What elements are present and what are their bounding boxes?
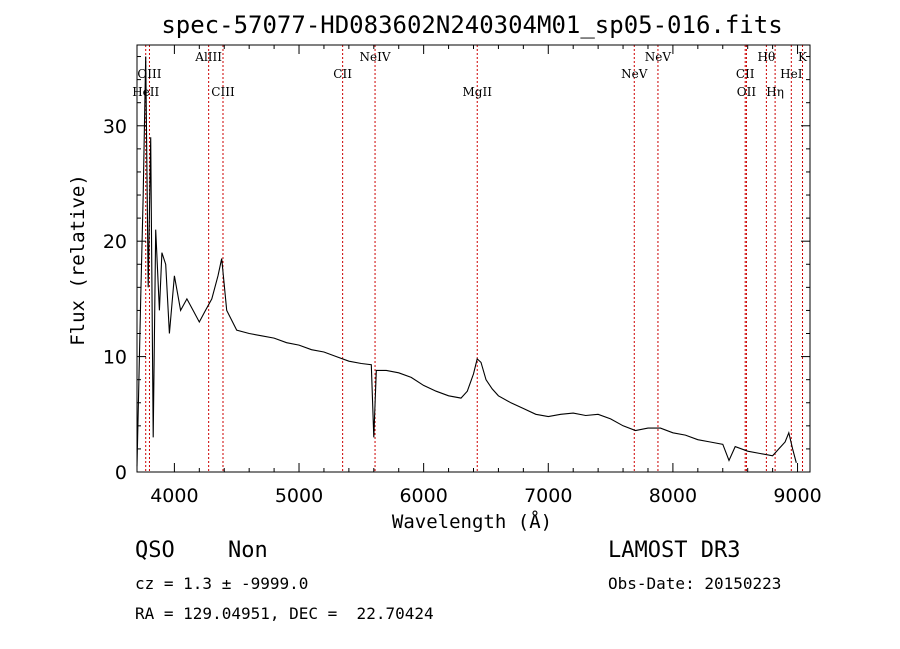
spectral-line-label-3: CIII (211, 85, 235, 99)
spectral-line-label-1: OIII (137, 67, 161, 81)
spectral-line-label-13: HeI (780, 67, 803, 81)
x-tick-label-0: 4000 (150, 485, 198, 507)
flux-line-0 (136, 56, 797, 467)
spectral-line-label-5: NeIV (360, 50, 391, 64)
x-tick-label-1: 5000 (275, 485, 323, 507)
survey-name: LAMOST DR3 (608, 538, 741, 563)
spectral-line-label-4: CII (333, 67, 352, 81)
y-axis-label: Flux (relative) (67, 174, 89, 346)
x-tick-label-2: 6000 (399, 485, 447, 507)
axis-ticks: 4000 5000 6000 7000 8000 9000 0 10 20 30 (103, 45, 822, 507)
y-tick-label-0: 0 (115, 462, 127, 484)
redshift-cz: cz = 1.3 ± -9999.0 (135, 574, 309, 593)
y-tick-label-1: 10 (103, 347, 127, 369)
chart-title: spec-57077-HD083602N240304M01_sp05-016.f… (161, 11, 782, 39)
ra-dec: RA = 129.04951, DEC = 22.70424 (135, 604, 434, 623)
spectral-line-label-11: Hθ (758, 50, 776, 64)
x-tick-label-4: 8000 (649, 485, 697, 507)
spectral-line-label-14: K (798, 50, 808, 64)
spectral-line-label-7: NeV (621, 67, 648, 81)
x-tick-label-3: 7000 (524, 485, 572, 507)
x-axis-label: Wavelength (Å) (392, 510, 552, 533)
spectral-line-label-2: AlIII (194, 50, 222, 64)
y-tick-label-3: 30 (103, 116, 127, 138)
plot-frame (136, 44, 811, 473)
y-tick-label-2: 20 (103, 231, 127, 253)
spectral-line-label-6: MgII (463, 85, 493, 99)
spectral-line-label-8: NeV (645, 50, 672, 64)
obs-date: Obs-Date: 20150223 (608, 574, 782, 593)
spectral-line-label-9: CII (736, 67, 755, 81)
spectral-line-label-12: Hη (766, 85, 784, 99)
object-subclass: Non (228, 538, 268, 563)
x-tick-label-5: 9000 (773, 485, 821, 507)
spectral-line-label-10: OII (737, 85, 757, 99)
object-class: QSO (135, 538, 175, 563)
flux-series (136, 56, 797, 467)
spectral-line-markers: HeIIOIIIAlIIICIIICIINeIVMgIINeVNeVCIIOII… (132, 45, 808, 472)
